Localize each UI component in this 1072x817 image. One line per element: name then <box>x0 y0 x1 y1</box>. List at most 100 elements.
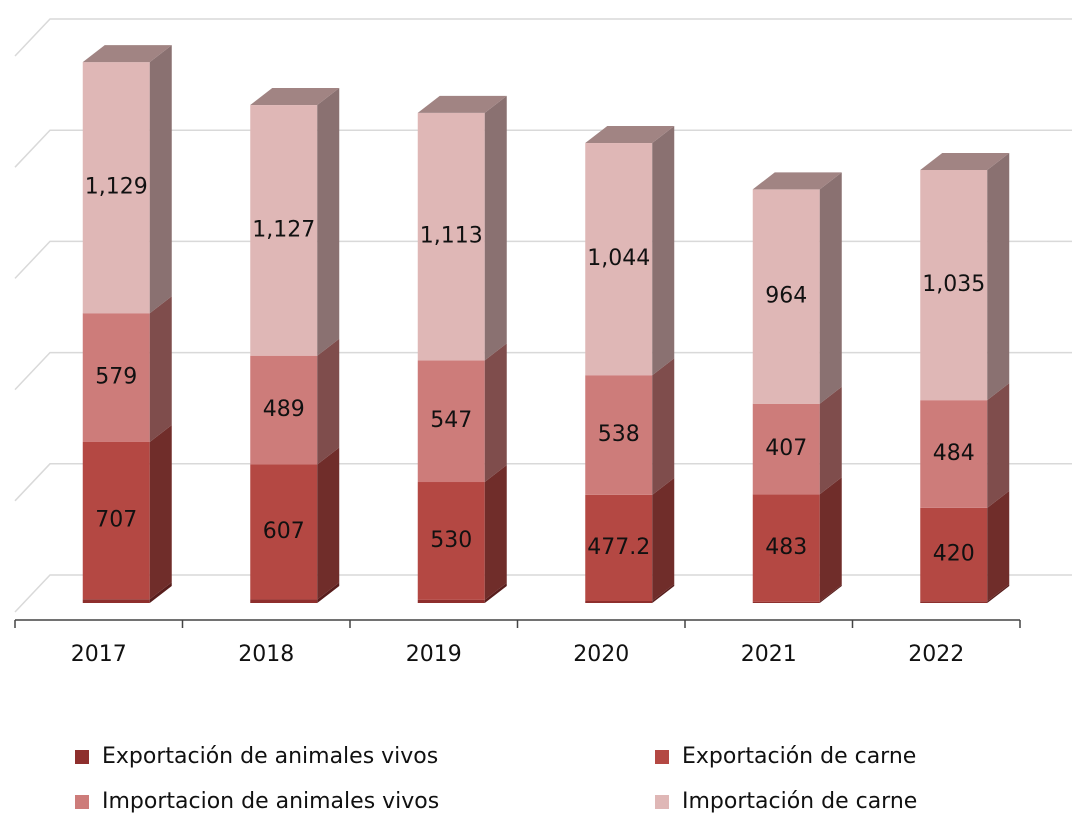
bar-face <box>417 112 485 361</box>
bar-face <box>920 601 988 603</box>
grid-line <box>14 463 1072 502</box>
bar-segment <box>82 296 172 442</box>
grid-line <box>14 18 1072 57</box>
bar-face <box>920 169 988 401</box>
bar-segment <box>82 45 172 314</box>
bar-segment <box>585 358 675 495</box>
legend-label: Exportación de animales vivos <box>102 744 438 769</box>
bar-face <box>484 582 507 603</box>
bar-segment <box>920 383 1010 508</box>
legend-swatch <box>655 795 669 809</box>
bar-face <box>317 338 340 465</box>
bar-face <box>752 601 820 603</box>
bar-face <box>920 507 988 602</box>
bar-segment <box>752 477 842 602</box>
legend-swatch <box>655 750 669 764</box>
bar-face <box>417 95 507 113</box>
bar-face <box>250 105 318 356</box>
bar-face <box>317 88 340 356</box>
bar-face <box>317 447 340 600</box>
x-tick-label: 2022 <box>908 642 964 667</box>
bar-face <box>82 62 150 314</box>
legend-label: Importacion de animales vivos <box>102 789 439 814</box>
data-label: 964 <box>765 284 807 309</box>
bar-segment <box>417 95 507 361</box>
bar-segment <box>920 584 1010 603</box>
bar-segment <box>585 126 675 376</box>
bar-face <box>484 465 507 600</box>
data-label: 489 <box>263 397 305 422</box>
data-label: 579 <box>95 365 137 390</box>
bar-segment <box>752 172 842 404</box>
data-label: 1,127 <box>252 217 315 242</box>
bar-face <box>417 360 485 483</box>
bar-face <box>82 45 172 63</box>
bar-face <box>250 88 340 106</box>
bar-face <box>250 355 318 465</box>
bar-face <box>82 599 150 603</box>
bar-segment <box>920 152 1010 401</box>
bar-face <box>82 313 150 442</box>
bar-face <box>819 584 842 603</box>
bar-face <box>987 490 1010 602</box>
bar-face <box>149 424 172 600</box>
bar-segment <box>250 338 340 465</box>
bar-segment <box>250 88 340 356</box>
bar-segment <box>417 465 507 600</box>
legend-swatch <box>75 795 89 809</box>
bar-face <box>585 600 653 603</box>
bar-face <box>585 143 653 376</box>
data-label: 707 <box>95 508 137 533</box>
bar-face <box>317 582 340 603</box>
bar-segment <box>250 447 340 600</box>
data-label: 607 <box>263 519 305 544</box>
data-label: 484 <box>933 441 975 466</box>
bar-face <box>149 582 172 603</box>
bar-face <box>819 172 842 404</box>
bar-face <box>920 152 1010 170</box>
bar-segment <box>82 582 172 603</box>
bar-face <box>149 45 172 314</box>
bar-segment <box>920 490 1010 602</box>
bar-segment <box>82 424 172 600</box>
x-tick-label: 2020 <box>573 642 629 667</box>
bar-face <box>752 403 820 495</box>
bar-segment <box>250 582 340 603</box>
data-label: 1,129 <box>85 175 148 200</box>
data-label: 530 <box>430 528 472 553</box>
data-label: 547 <box>430 408 472 433</box>
grid-line <box>14 574 1072 613</box>
bar-face <box>250 464 318 600</box>
bar-face <box>652 358 675 495</box>
bar-face <box>987 152 1010 401</box>
bar-face <box>82 441 150 600</box>
bar-face <box>149 296 172 442</box>
bar-face <box>819 386 842 495</box>
bar-face <box>819 477 842 602</box>
bar-face <box>652 126 675 376</box>
bar-face <box>250 599 318 603</box>
x-tick-label: 2021 <box>741 642 797 667</box>
bar-segment <box>417 343 507 483</box>
data-label: 538 <box>598 422 640 447</box>
x-tick-label: 2018 <box>238 642 294 667</box>
data-label: 420 <box>933 542 975 567</box>
bar-segment <box>585 477 675 601</box>
data-label: 1,113 <box>420 224 483 249</box>
data-label: 477.2 <box>587 535 650 560</box>
bar-segment <box>752 386 842 495</box>
bar-face <box>484 343 507 483</box>
grid-line <box>14 351 1072 391</box>
bar-segment <box>585 583 675 603</box>
bar-face <box>417 599 485 603</box>
bar-segment <box>752 584 842 603</box>
legend-label: Exportación de carne <box>682 744 916 769</box>
bar-segment <box>417 582 507 603</box>
legend-swatch <box>75 750 89 764</box>
bar-face <box>585 494 653 601</box>
data-label: 483 <box>765 535 807 560</box>
data-label: 1,035 <box>922 272 985 297</box>
bar-face <box>752 172 842 190</box>
x-tick-label: 2017 <box>71 642 127 667</box>
